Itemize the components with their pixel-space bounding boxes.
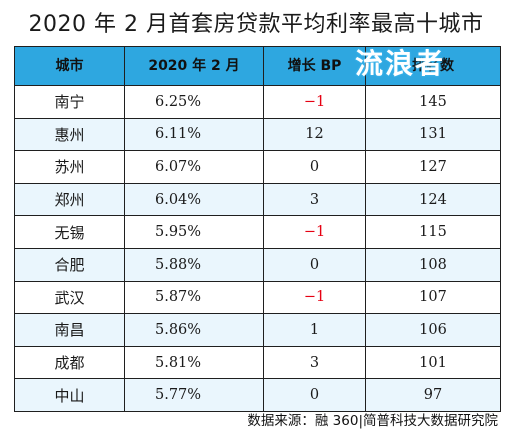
bp-cell: 3 [263,345,366,380]
table-row: 苏州 6.07% 0 127 [14,150,501,184]
rank-cell: 97 [365,378,501,412]
rank-cell: 107 [365,280,501,315]
header-rank: 排名数 [365,46,501,86]
bp-cell: 0 [263,247,366,282]
bp-cell: 0 [263,150,366,184]
rank-cell: 108 [365,247,501,282]
bp-cell: −1 [263,215,366,249]
rank-cell: 145 [365,85,501,119]
table-header-row: 城市 2020 年 2 月 增长 BP 排名数 [14,46,501,86]
table-row: 南宁 6.25% −1 145 [14,85,501,119]
rate-cell: 6.25% [124,85,264,119]
city-cell: 南昌 [14,313,125,347]
table-row: 武汉 5.87% −1 107 [14,280,501,315]
rate-cell: 6.04% [124,182,264,217]
city-cell: 苏州 [14,150,125,184]
bp-cell: 12 [263,117,366,152]
rank-cell: 127 [365,150,501,184]
bp-cell: 3 [263,182,366,217]
rank-cell: 124 [365,182,501,217]
city-cell: 成都 [14,345,125,380]
bp-cell: 1 [263,313,366,347]
rank-cell: 106 [365,313,501,347]
source-note: 数据来源：融 360|简普科技大数据研究院 [247,413,498,429]
city-cell: 无锡 [14,215,125,249]
rate-table: 城市 2020 年 2 月 增长 BP 排名数 南宁 6.25% −1 145 惠州 6.… [14,46,501,412]
rate-cell: 5.77% [124,378,264,412]
rate-cell: 5.95% [124,215,264,249]
table-title: 2020 年 2 月首套房贷款平均利率最高十城市 [28,12,484,37]
table-row: 南昌 5.86% 1 106 [14,313,501,347]
rate-cell: 6.11% [124,117,264,152]
city-cell: 南宁 [14,85,125,119]
header-city: 城市 [14,46,125,86]
rate-cell: 6.07% [124,150,264,184]
rate-cell: 5.88% [124,247,264,282]
table-row: 合肥 5.88% 0 108 [14,247,501,282]
table-row: 郑州 6.04% 3 124 [14,182,501,217]
city-cell: 郑州 [14,182,125,217]
city-cell: 中山 [14,378,125,412]
rate-cell: 5.81% [124,345,264,380]
header-bp: 增长 BP [263,46,366,86]
table-row: 惠州 6.11% 12 131 [14,117,501,152]
bp-cell: −1 [263,85,366,119]
bp-cell: 0 [263,378,366,412]
table-row: 成都 5.81% 3 101 [14,345,501,380]
watermark-logo: 流浪者 [355,47,446,80]
rate-cell: 5.87% [124,280,264,315]
city-cell: 武汉 [14,280,125,315]
rank-cell: 115 [365,215,501,249]
city-cell: 合肥 [14,247,125,282]
table-row: 无锡 5.95% −1 115 [14,215,501,249]
table-row: 中山 5.77% 0 97 [14,378,501,412]
header-rate: 2020 年 2 月 [124,46,264,86]
city-cell: 惠州 [14,117,125,152]
bp-cell: −1 [263,280,366,315]
rank-cell: 101 [365,345,501,380]
rate-cell: 5.86% [124,313,264,347]
rank-cell: 131 [365,117,501,152]
